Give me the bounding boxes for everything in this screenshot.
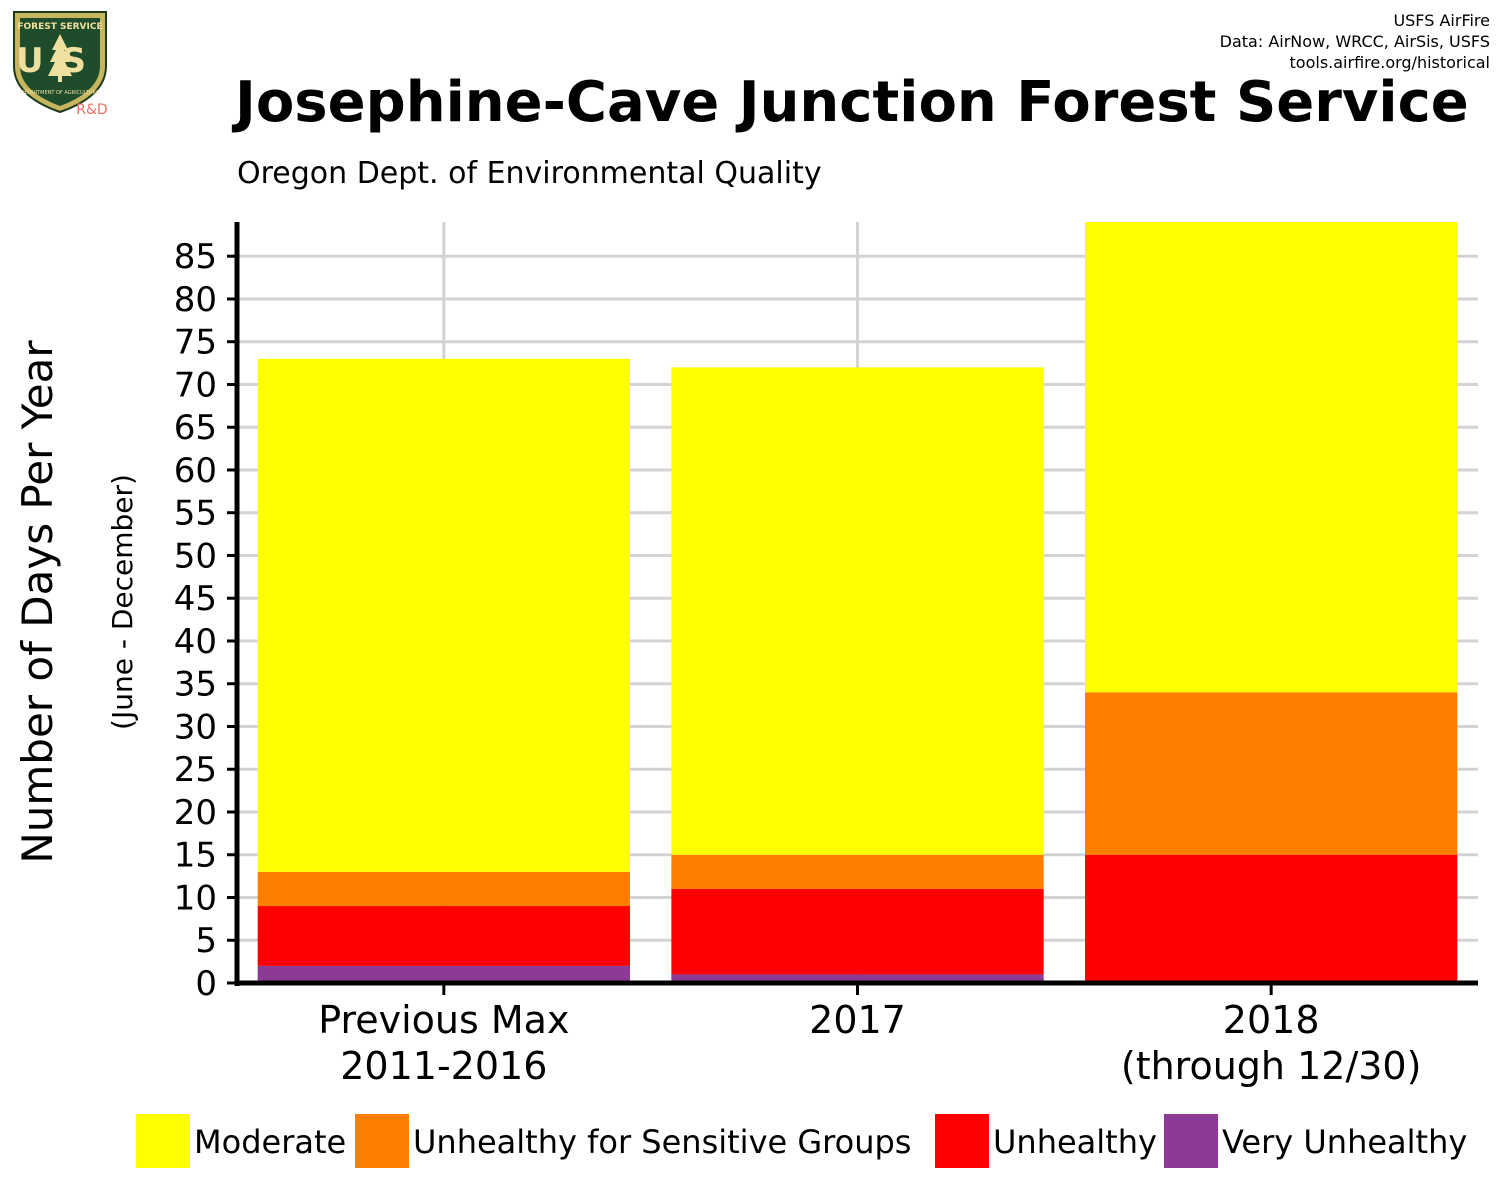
y-tick-label: 75 (174, 323, 217, 363)
y-tick-label: 15 (174, 836, 217, 876)
x-tick-label: 2017 (809, 998, 906, 1042)
y-tick-label: 50 (174, 536, 217, 576)
bar-segment (671, 974, 1044, 983)
y-tick-label: 45 (174, 579, 217, 619)
y-tick-label: 40 (174, 622, 217, 662)
y-axis-sublabel: (June - December) (106, 474, 139, 730)
logo-rd-label: R&D (76, 102, 107, 118)
x-tick-label: 2018 (1223, 998, 1320, 1042)
bars (257, 222, 1458, 983)
legend-label: Unhealthy for Sensitive Groups (413, 1123, 911, 1161)
credit-line: tools.airfire.org/historical (1289, 53, 1490, 72)
legend-swatch (1164, 1114, 1218, 1168)
legend: Moderate Unhealthy for Sensitive Groups Un… (136, 1114, 1467, 1168)
y-tick-label: 10 (174, 878, 217, 918)
logo-bottom-text: DEPARTMENT OF AGRICULTURE (21, 90, 99, 96)
bar-segment (1085, 222, 1458, 693)
bar-segment (1085, 692, 1458, 855)
chart-subtitle: Oregon Dept. of Environmental Quality (237, 156, 822, 191)
bar-segment (1085, 854, 1458, 983)
y-axis-label: Number of Days Per Year (13, 340, 62, 864)
y-tick-label: 25 (174, 750, 217, 790)
bar-segment (257, 358, 630, 872)
bar-segment (671, 888, 1044, 975)
bar-segment (671, 367, 1044, 855)
legend-swatch (136, 1114, 190, 1168)
bar-segment (671, 854, 1044, 889)
bar-segment (257, 906, 630, 966)
legend-swatch (935, 1114, 989, 1168)
x-tick-label: 2011-2016 (340, 1044, 547, 1088)
legend-swatch (355, 1114, 409, 1168)
y-tick-label: 30 (174, 707, 217, 747)
y-tick-label: 35 (174, 665, 217, 705)
bar-segment (257, 965, 630, 983)
x-tick-label: Previous Max (318, 998, 569, 1042)
tree-icon (48, 34, 72, 76)
y-tick-label: 85 (174, 237, 217, 277)
y-tick-label: 80 (174, 280, 217, 320)
bar-segment (257, 871, 630, 907)
x-tick-label: (through 12/30) (1121, 1044, 1422, 1088)
chart-title: Josephine-Cave Junction Forest Service (235, 70, 1469, 135)
logo-top-text: FOREST SERVICE (17, 22, 102, 32)
credits: USFS AirFire Data: AirNow, WRCC, AirSis,… (1220, 10, 1490, 73)
y-tick-label: 20 (174, 793, 217, 833)
y-tick-label: 70 (174, 365, 217, 405)
usfs-shield-logo: FOREST SERVICE US DEPARTMENT OF AGRICULT… (13, 11, 108, 118)
axes (227, 222, 1478, 995)
credit-line: Data: AirNow, WRCC, AirSis, USFS (1219, 32, 1490, 51)
y-tick-label: 0 (195, 964, 217, 1004)
y-tick-label: 60 (174, 451, 217, 491)
legend-label: Very Unhealthy (1222, 1123, 1467, 1161)
y-tick-label: 55 (174, 494, 217, 534)
y-tick-label: 65 (174, 408, 217, 448)
credit-line: USFS AirFire (1393, 11, 1490, 30)
y-tick-label: 5 (195, 921, 217, 961)
legend-label: Moderate (194, 1123, 346, 1161)
legend-label: Unhealthy (993, 1123, 1157, 1161)
